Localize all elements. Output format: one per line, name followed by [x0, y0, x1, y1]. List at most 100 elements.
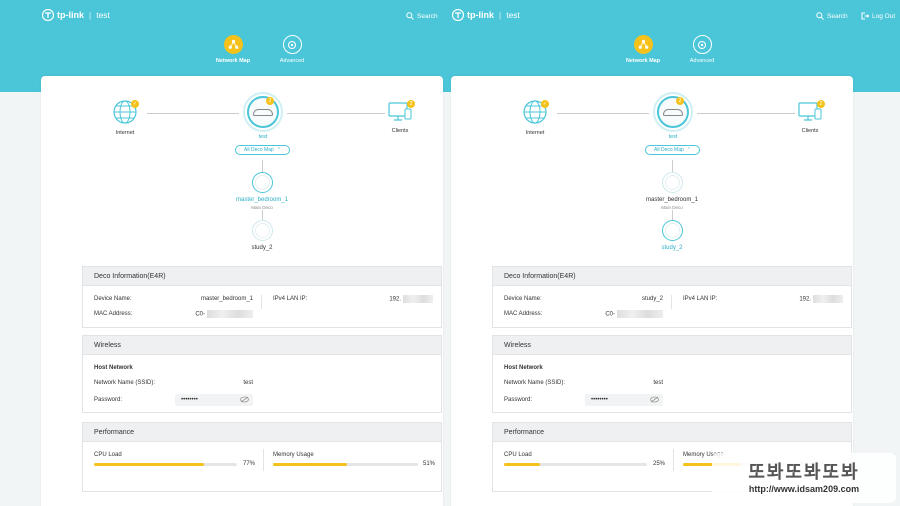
cpu-load-label: CPU Load: [94, 452, 122, 458]
watermark: 또봐또봐또봐 http://www.idsam209.com: [712, 453, 896, 503]
satellite-master-bedroom[interactable]: [662, 172, 683, 193]
clients-node[interactable]: 2 Clients: [792, 100, 828, 134]
network-map-icon: [223, 35, 243, 54]
satellite-master-bedroom-label: master_bedroom_1: [645, 197, 699, 203]
satellite-study[interactable]: [252, 220, 273, 241]
search-icon: [406, 12, 414, 20]
clients-node[interactable]: 2 Clients: [382, 100, 418, 134]
password-label: Password:: [94, 397, 123, 403]
cpu-load-fill: [504, 463, 540, 466]
logout-button[interactable]: Log Out: [861, 12, 895, 20]
tab-network-map-label: Network Map: [215, 58, 251, 64]
internet-node[interactable]: ✓ Internet: [107, 98, 143, 136]
tab-network-map-label: Network Map: [625, 58, 661, 64]
clients-label: Clients: [391, 128, 409, 134]
memory-usage-fill: [273, 463, 347, 466]
memory-usage-label: Memory Usage: [273, 452, 314, 458]
mac-label: MAC Address:: [94, 311, 133, 317]
tp-link-logo-icon: [42, 9, 54, 21]
chevron-up-icon: ⌃: [686, 147, 691, 153]
internet-label: Internet: [525, 130, 545, 136]
gear-icon: [692, 35, 712, 54]
clients-badge: 2: [817, 100, 825, 108]
ipv4-value: 192.: [379, 295, 433, 303]
internet-node[interactable]: ✓ Internet: [517, 98, 553, 136]
device-name-label: Device Name:: [94, 296, 132, 302]
clients-icon: [798, 102, 822, 121]
search-icon: [816, 12, 824, 20]
memory-usage-label: Memory Usage: [683, 452, 724, 458]
all-deco-map-label: All Deco Map: [244, 147, 274, 153]
tab-advanced[interactable]: Advanced: [271, 35, 313, 64]
chevron-up-icon: ⌃: [276, 147, 281, 153]
deco-main-node[interactable]: 2 test: [238, 92, 288, 140]
mac-prefix: C0-: [605, 311, 615, 318]
mac-value: C0-: [193, 310, 253, 318]
deco-info-panel: Deco Information(E4R) Device Name: maste…: [82, 266, 442, 328]
wireless-panel: Wireless Host Network Network Name (SSID…: [492, 335, 852, 413]
eye-hidden-icon[interactable]: [650, 396, 659, 403]
host-network-label: Host Network: [504, 365, 543, 371]
ssid-value: test: [653, 380, 663, 386]
clients-icon: [388, 102, 412, 121]
brand-separator: |: [89, 10, 92, 20]
cpu-load-bar: [504, 463, 647, 466]
tab-network-map[interactable]: Network Map: [622, 35, 664, 64]
device-name-label: Device Name:: [504, 296, 542, 302]
watermark-url: http://www.idsam209.com: [748, 484, 860, 494]
brand-logo[interactable]: tp-link | test: [42, 9, 110, 21]
topology-line-right: [287, 113, 385, 114]
deco-badge: 2: [266, 97, 274, 105]
cpu-load-label: CPU Load: [504, 452, 532, 458]
tp-link-logo-icon: [452, 9, 464, 21]
satellite-master-bedroom-sub: Main Deco: [251, 205, 273, 210]
memory-usage-bar: [273, 463, 418, 466]
logout-icon: [861, 12, 869, 20]
deco-main-node[interactable]: 2 test: [648, 92, 698, 140]
ssid-label: Network Name (SSID):: [94, 380, 156, 386]
eye-hidden-icon[interactable]: [240, 396, 249, 403]
perf-divider: [263, 449, 264, 471]
info-divider: [671, 295, 672, 309]
network-name: test: [506, 10, 520, 20]
mac-redacted: [617, 310, 663, 318]
search-button[interactable]: Search: [406, 12, 438, 20]
wireless-title: Wireless: [83, 336, 441, 355]
watermark-title: 또봐또봐또봐: [748, 462, 860, 483]
ipv4-label: IPv4 LAN IP:: [273, 296, 308, 302]
satellite-master-bedroom[interactable]: [252, 172, 273, 193]
network-map-icon: [633, 35, 653, 54]
deco-info-title: Deco Information(E4R): [493, 267, 851, 286]
password-field[interactable]: ••••••••: [175, 394, 253, 406]
logout-label: Log Out: [872, 12, 896, 20]
performance-title: Performance: [83, 423, 441, 442]
network-name: test: [96, 10, 110, 20]
all-deco-map-button[interactable]: All Deco Map ⌃: [235, 145, 290, 155]
brand-name: tp-link: [467, 10, 494, 20]
password-field[interactable]: ••••••••: [585, 394, 663, 406]
search-button[interactable]: Search: [816, 12, 848, 20]
perf-divider: [673, 449, 674, 471]
satellite-study[interactable]: [662, 220, 683, 241]
ipv4-value: 192.: [789, 295, 843, 303]
pane-right: tp-link | test Search Log Out Network Ma…: [450, 0, 900, 506]
brand-separator: |: [499, 10, 502, 20]
wireless-title: Wireless: [493, 336, 851, 355]
brand-logo[interactable]: tp-link | test: [452, 9, 520, 21]
mac-redacted: [207, 310, 253, 318]
main-card: ✓ Internet 2 test All Deco Map ⌃ 2 Clien…: [451, 76, 853, 506]
clients-badge: 2: [407, 100, 415, 108]
pane-left: tp-link | test Search Network Map Advanc…: [0, 0, 450, 506]
all-deco-map-button[interactable]: All Deco Map ⌃: [645, 145, 700, 155]
ssid-label: Network Name (SSID):: [504, 380, 566, 386]
search-label: Search: [417, 12, 438, 20]
mac-value: C0-: [603, 310, 663, 318]
deco-info-title: Deco Information(E4R): [83, 267, 441, 286]
deco-info-panel: Deco Information(E4R) Device Name: study…: [492, 266, 852, 328]
tab-advanced[interactable]: Advanced: [681, 35, 723, 64]
deco-label: test: [258, 134, 268, 140]
tab-network-map[interactable]: Network Map: [212, 35, 254, 64]
ipv4-prefix: 192.: [389, 296, 401, 303]
search-label: Search: [827, 12, 848, 20]
internet-ok-badge: ✓: [131, 100, 139, 108]
